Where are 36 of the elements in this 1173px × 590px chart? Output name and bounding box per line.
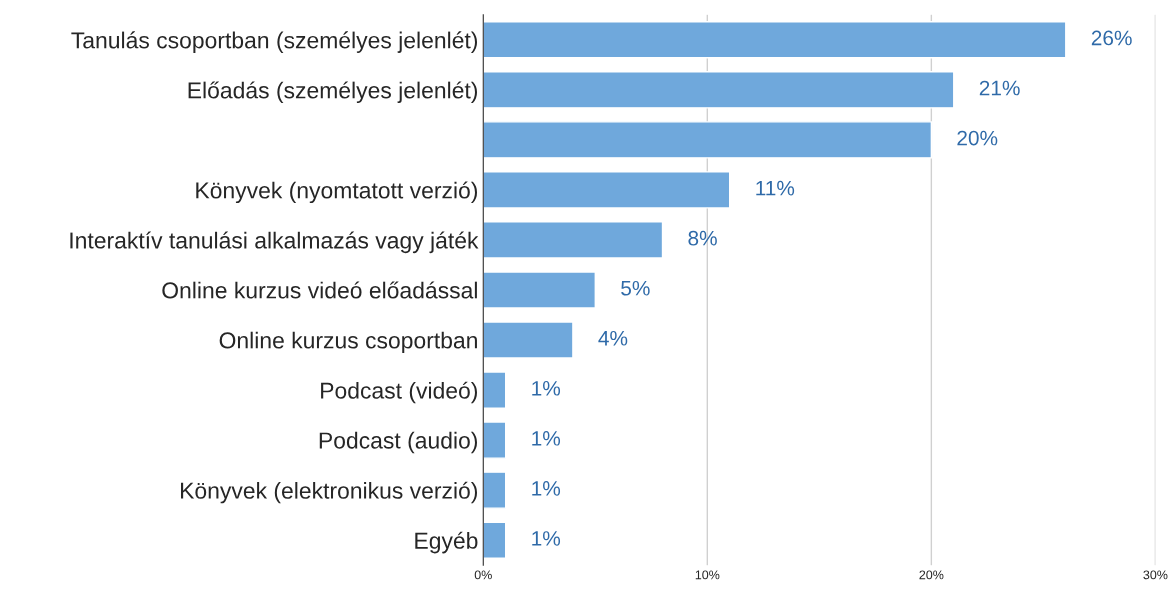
y-tick-label: Könyvek (elektronikus verzió) [181, 481, 478, 504]
bar [483, 21, 1067, 59]
y-tick-label: Könyvek (nyomtatott verzió) [196, 181, 478, 204]
y-tick-label: Interaktív tanulási alkalmazás vagy játék [70, 231, 479, 254]
data-label: 11% [756, 180, 795, 196]
x-tick-label: 20% [919, 570, 944, 580]
bar [483, 321, 574, 359]
bar [483, 371, 507, 409]
data-label: 1% [532, 531, 561, 546]
bar [483, 121, 933, 159]
x-tick-label: 10% [695, 570, 720, 580]
bar [483, 421, 507, 459]
data-label: 1% [532, 481, 561, 496]
y-tick-label: Online kurzus csoportban [219, 331, 477, 354]
bar [483, 171, 731, 209]
bar [483, 221, 664, 259]
bar [483, 271, 596, 309]
bar [483, 521, 507, 559]
data-label: 1% [532, 381, 561, 396]
y-tick-label: Előadás (személyes jelenlét) [188, 81, 478, 104]
y-tick-label: Podcast (videó) [321, 381, 477, 404]
data-label: 5% [621, 280, 650, 296]
bar [483, 471, 507, 509]
data-label: 8% [688, 230, 717, 246]
x-tick-label: 0% [474, 570, 492, 580]
bar [483, 71, 955, 109]
data-label: 4% [598, 330, 628, 346]
y-tick-label: Tanulás csoportban (személyes jelenlét) [71, 31, 478, 53]
y-tick-label: Podcast (audio) [319, 431, 477, 454]
y-tick-label: Egyéb [415, 531, 478, 554]
x-tick-label: 30% [1143, 570, 1168, 580]
data-label: 1% [532, 431, 561, 446]
y-tick-label: Online kurzus videó előadással [162, 281, 477, 299]
data-label: 20% [957, 130, 998, 146]
data-label: 26% [1091, 30, 1132, 46]
data-label: 21% [979, 80, 1020, 96]
